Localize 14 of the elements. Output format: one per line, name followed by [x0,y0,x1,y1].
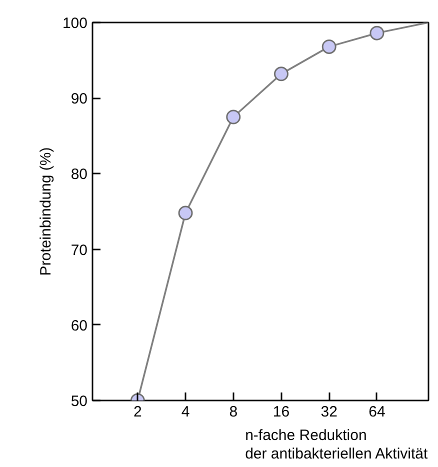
y-axis-title: Proteinbindung (%) [37,147,54,276]
y-tick-label: 90 [70,90,88,108]
y-tick-label: 50 [70,393,88,410]
y-tick-label: 60 [70,317,88,334]
x-tick-label: 32 [320,404,338,420]
y-tick-label: 100 [62,15,88,32]
x-tick-label: 16 [272,404,290,420]
x-tick-label: 8 [229,404,238,420]
x-axis-title: n-fache Reduktion der antibakteriellen Aktivität [245,426,429,462]
y-tick-label: 80 [70,166,88,184]
x-tick-label: 4 [181,404,190,420]
y-tick-label: 70 [70,242,88,259]
x-tick-label: 2 [133,404,142,420]
x-tick-label: 64 [368,404,386,420]
